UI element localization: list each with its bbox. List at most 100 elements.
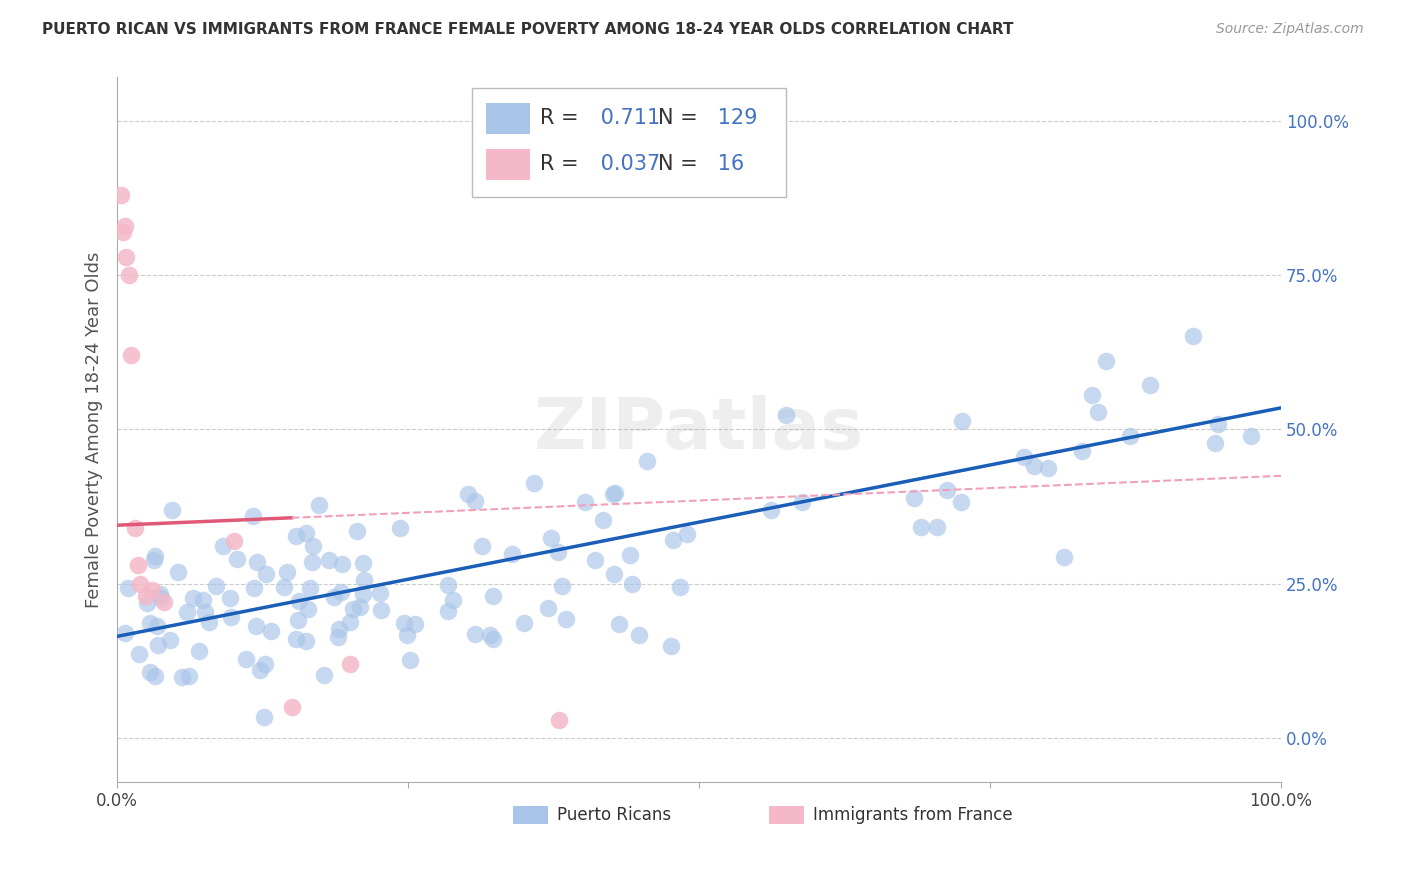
Point [464, 494, 486, 508]
Point [212, 539, 235, 553]
Point [301, 556, 323, 570]
Point [115, 250, 138, 264]
Point [619, 548, 641, 562]
Point [246, 555, 269, 569]
Point [152, 595, 174, 609]
Point [162, 503, 184, 517]
Point [352, 556, 374, 570]
FancyBboxPatch shape [486, 103, 530, 134]
Point [326, 630, 349, 644]
Point [127, 558, 149, 573]
Text: Source: ZipAtlas.com: Source: ZipAtlas.com [1216, 22, 1364, 37]
Point [464, 627, 486, 641]
Point [1204, 436, 1226, 450]
Point [501, 547, 523, 561]
Point [225, 552, 247, 566]
Point [177, 669, 200, 683]
Point [513, 615, 536, 630]
Point [276, 565, 298, 579]
Point [1139, 377, 1161, 392]
Point [138, 665, 160, 680]
Text: R =: R = [540, 154, 578, 174]
Point [117, 581, 139, 595]
Point [181, 591, 204, 606]
Text: 0.711: 0.711 [595, 108, 661, 128]
Point [323, 590, 346, 604]
Point [328, 622, 350, 636]
Point [950, 414, 973, 428]
Text: R =: R = [540, 108, 578, 128]
Text: N =: N = [658, 154, 699, 174]
Point [1022, 459, 1045, 474]
Point [352, 587, 374, 601]
Point [114, 626, 136, 640]
Point [404, 616, 426, 631]
Point [187, 644, 209, 658]
Point [242, 509, 264, 524]
Point [574, 495, 596, 509]
Point [281, 700, 304, 714]
Point [330, 558, 353, 572]
Point [675, 527, 697, 541]
Point [135, 589, 157, 603]
Point [950, 495, 973, 509]
Point [301, 539, 323, 553]
Point [482, 589, 505, 603]
Point [346, 524, 368, 538]
Point [339, 657, 361, 672]
Point [298, 581, 321, 595]
Point [1053, 549, 1076, 564]
Point [149, 587, 172, 601]
Point [523, 476, 546, 491]
Point [288, 594, 311, 608]
Point [111, 225, 134, 239]
Text: 129: 129 [710, 108, 758, 128]
Text: PUERTO RICAN VS IMMIGRANTS FROM FRANCE FEMALE POVERTY AMONG 18-24 YEAR OLDS CORR: PUERTO RICAN VS IMMIGRANTS FROM FRANCE F… [42, 22, 1014, 37]
Point [592, 513, 614, 527]
FancyBboxPatch shape [513, 806, 548, 823]
FancyBboxPatch shape [486, 149, 530, 179]
Point [550, 579, 572, 593]
Point [143, 669, 166, 683]
Point [308, 498, 330, 512]
Point [1081, 388, 1104, 402]
Point [603, 485, 626, 500]
Point [342, 602, 364, 616]
Point [254, 566, 277, 581]
Point [482, 632, 505, 646]
Point [388, 521, 411, 535]
Point [110, 187, 132, 202]
Point [621, 576, 644, 591]
Point [1087, 405, 1109, 419]
Point [138, 615, 160, 630]
Point [583, 553, 606, 567]
Point [176, 605, 198, 619]
Point [143, 549, 166, 563]
Point [318, 553, 340, 567]
Point [392, 616, 415, 631]
Point [235, 651, 257, 665]
Point [297, 602, 319, 616]
Point [273, 581, 295, 595]
Point [537, 601, 560, 615]
Point [602, 487, 624, 501]
Point [478, 628, 501, 642]
Point [191, 593, 214, 607]
Point [120, 348, 142, 362]
Point [260, 624, 283, 639]
FancyBboxPatch shape [472, 88, 786, 197]
Point [285, 528, 308, 542]
Point [339, 615, 361, 629]
Point [925, 520, 948, 534]
Point [294, 634, 316, 648]
Point [114, 219, 136, 233]
Point [129, 577, 152, 591]
Point [314, 668, 336, 682]
Point [136, 596, 159, 610]
Point [1036, 461, 1059, 475]
Point [636, 453, 658, 467]
Point [141, 582, 163, 597]
Point [437, 604, 460, 618]
Point [436, 578, 458, 592]
Text: 0.037: 0.037 [595, 154, 661, 174]
